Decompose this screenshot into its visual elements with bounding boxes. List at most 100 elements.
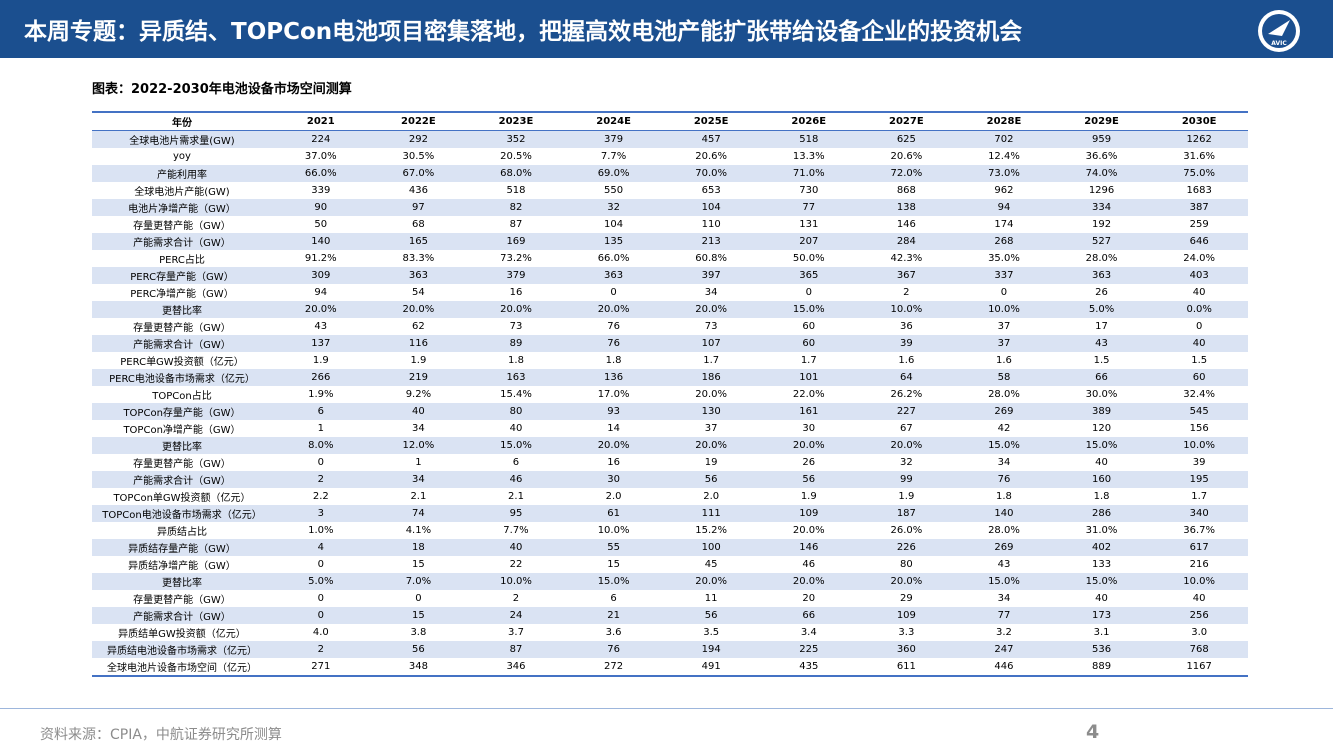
table-cell: 1.9% bbox=[308, 389, 334, 400]
table-cell: 653 bbox=[701, 185, 721, 196]
table-cell: 36 bbox=[899, 321, 913, 332]
table-cell: 625 bbox=[857, 130, 956, 148]
row-label: TOPCon净增产能（GW） bbox=[123, 425, 241, 436]
table-cell: 42.3% bbox=[890, 253, 923, 264]
table-cell: 80 bbox=[899, 559, 913, 570]
table-cell: 6 bbox=[610, 593, 617, 604]
table-cell: 15.0% bbox=[759, 301, 858, 318]
table-cell: 611 bbox=[896, 661, 916, 672]
table-cell: 43 bbox=[1052, 335, 1151, 352]
table-cell: 768 bbox=[1150, 641, 1248, 658]
table-cell: 207 bbox=[759, 233, 858, 250]
table-cell: 266 bbox=[272, 369, 370, 386]
column-header: 2030E bbox=[1150, 112, 1248, 131]
table-cell: 140 bbox=[955, 505, 1053, 522]
table-cell: 138 bbox=[857, 199, 956, 216]
table-cell: 146 bbox=[759, 539, 858, 556]
column-header: 年份 bbox=[92, 112, 272, 131]
footer-line bbox=[0, 708, 1333, 709]
table-cell: 646 bbox=[1150, 233, 1248, 250]
table-cell: 363 bbox=[564, 267, 663, 284]
table-cell: 40 bbox=[467, 539, 565, 556]
table-cell: 379 bbox=[564, 130, 663, 148]
table-cell: 0 bbox=[1000, 287, 1008, 298]
table-cell: 83.3% bbox=[402, 253, 435, 264]
table-cell: 20.0% bbox=[662, 573, 760, 590]
table-row: PERC存量产能（GW） 309 363 379 363 397 365 367 337 363 4… bbox=[92, 267, 1248, 284]
table-cell: 1.5 bbox=[1093, 355, 1110, 366]
table-cell: 77 bbox=[955, 607, 1053, 624]
table-cell: 20.5% bbox=[500, 151, 532, 162]
table-cell: 256 bbox=[1150, 607, 1248, 624]
table-row: TOPCon净增产能（GW） 1 34 40 14 37 30 67 42 120 156 bbox=[92, 420, 1248, 437]
table-cell: 187 bbox=[857, 505, 956, 522]
table-cell: 20.0% bbox=[792, 525, 825, 536]
table-cell: 3.0 bbox=[1191, 627, 1208, 638]
table-cell: 1.9 bbox=[312, 355, 329, 366]
table-cell: 334 bbox=[1052, 199, 1151, 216]
table-cell: 216 bbox=[1189, 559, 1209, 570]
table-cell: 192 bbox=[1092, 219, 1112, 230]
table-row: 异质结单GW投资额（亿元） 4.0 3.8 3.7 3.6 3.5 3.4 3.3 3.2 3.1… bbox=[92, 624, 1248, 641]
table-cell: 518 bbox=[759, 130, 858, 148]
table-cell: 20.0% bbox=[564, 301, 663, 318]
row-label: 产能需求合计（GW） bbox=[92, 233, 272, 250]
table-cell: 2 bbox=[272, 471, 370, 488]
table-row: PERC占比 91.2% 83.3% 73.2% 66.0% 60.8% 50.0% 42.3… bbox=[92, 250, 1248, 267]
table-row: TOPCon电池设备市场需求（亿元） 3 74 95 61 111 109 187 140 286… bbox=[92, 505, 1248, 522]
table-cell: 271 bbox=[311, 661, 331, 672]
table-cell: 110 bbox=[701, 219, 721, 230]
table-cell: 82 bbox=[467, 199, 565, 216]
table-row: 存量更替产能（GW） 43 62 73 76 73 60 36 37 17 0 bbox=[92, 318, 1248, 335]
table-cell: 10.0% bbox=[1150, 437, 1248, 454]
row-label: 产能利用率 bbox=[92, 165, 272, 182]
table-row: TOPCon单GW投资额（亿元） 2.2 2.1 2.1 2.0 2.0 1.9 1.9 1.8… bbox=[92, 488, 1248, 505]
table-cell: 135 bbox=[564, 233, 663, 250]
table-cell: 18 bbox=[369, 539, 468, 556]
table-cell: 109 bbox=[759, 505, 858, 522]
table-cell: 31.6% bbox=[1183, 151, 1216, 162]
table-cell: 46 bbox=[802, 559, 816, 570]
table-cell: 76 bbox=[955, 471, 1053, 488]
row-label: PERC存量产能（GW） bbox=[92, 267, 272, 284]
header-title: 本周专题：异质结、TOPCon电池项目密集落地，把握高效电池产能扩张带给设备企业… bbox=[24, 19, 1023, 45]
logo: AVIC bbox=[1258, 10, 1300, 52]
table-cell: 54 bbox=[412, 287, 425, 298]
table-cell: 15 bbox=[607, 559, 620, 570]
table-cell: 9.2% bbox=[405, 389, 432, 400]
table-cell: 337 bbox=[955, 267, 1053, 284]
row-label: 存量更替产能（GW） bbox=[133, 221, 231, 232]
table-cell: 28.0% bbox=[988, 389, 1020, 400]
table-cell: 1.8 bbox=[605, 355, 622, 366]
table-cell: 20.0% bbox=[662, 301, 760, 318]
row-label: 产能需求合计（GW） bbox=[92, 335, 272, 352]
table-cell: 348 bbox=[408, 661, 428, 672]
table-row: 电池片净增产能（GW） 90 97 82 32 104 77 138 94 334 387 bbox=[92, 199, 1248, 216]
table-cell: 268 bbox=[955, 233, 1053, 250]
table-cell: 518 bbox=[506, 185, 526, 196]
table-cell: 73 bbox=[509, 321, 523, 332]
table-cell: 131 bbox=[799, 219, 819, 230]
table-cell: 29 bbox=[899, 593, 913, 604]
table-row: 存量更替产能（GW） 0 0 2 6 11 20 29 34 40 40 bbox=[92, 590, 1248, 607]
table-cell: 1.8 bbox=[508, 355, 524, 366]
table-cell: 1.0% bbox=[308, 525, 334, 536]
table-cell: 2.0 bbox=[605, 491, 622, 502]
table-cell: 70.0% bbox=[662, 165, 760, 182]
table-cell: 160 bbox=[1052, 471, 1151, 488]
table-cell: 91.2% bbox=[304, 253, 337, 264]
table-cell: 77 bbox=[759, 199, 858, 216]
table-cell: 387 bbox=[1150, 199, 1248, 216]
table-cell: 68.0% bbox=[467, 165, 565, 182]
table-row: 产能利用率 66.0% 67.0% 68.0% 69.0% 70.0% 71.0% 72.0%… bbox=[92, 165, 1248, 182]
table-cell: 3 bbox=[272, 505, 370, 522]
table-cell: 1167 bbox=[1186, 661, 1212, 672]
table-cell: 73 bbox=[704, 321, 718, 332]
table-cell: 15.4% bbox=[500, 389, 532, 400]
table-cell: 1.8 bbox=[996, 491, 1012, 502]
table-cell: 76 bbox=[564, 641, 663, 658]
table-cell: 0 bbox=[317, 593, 324, 604]
table-cell: 6 bbox=[272, 403, 370, 420]
row-label: yoy bbox=[173, 151, 191, 162]
